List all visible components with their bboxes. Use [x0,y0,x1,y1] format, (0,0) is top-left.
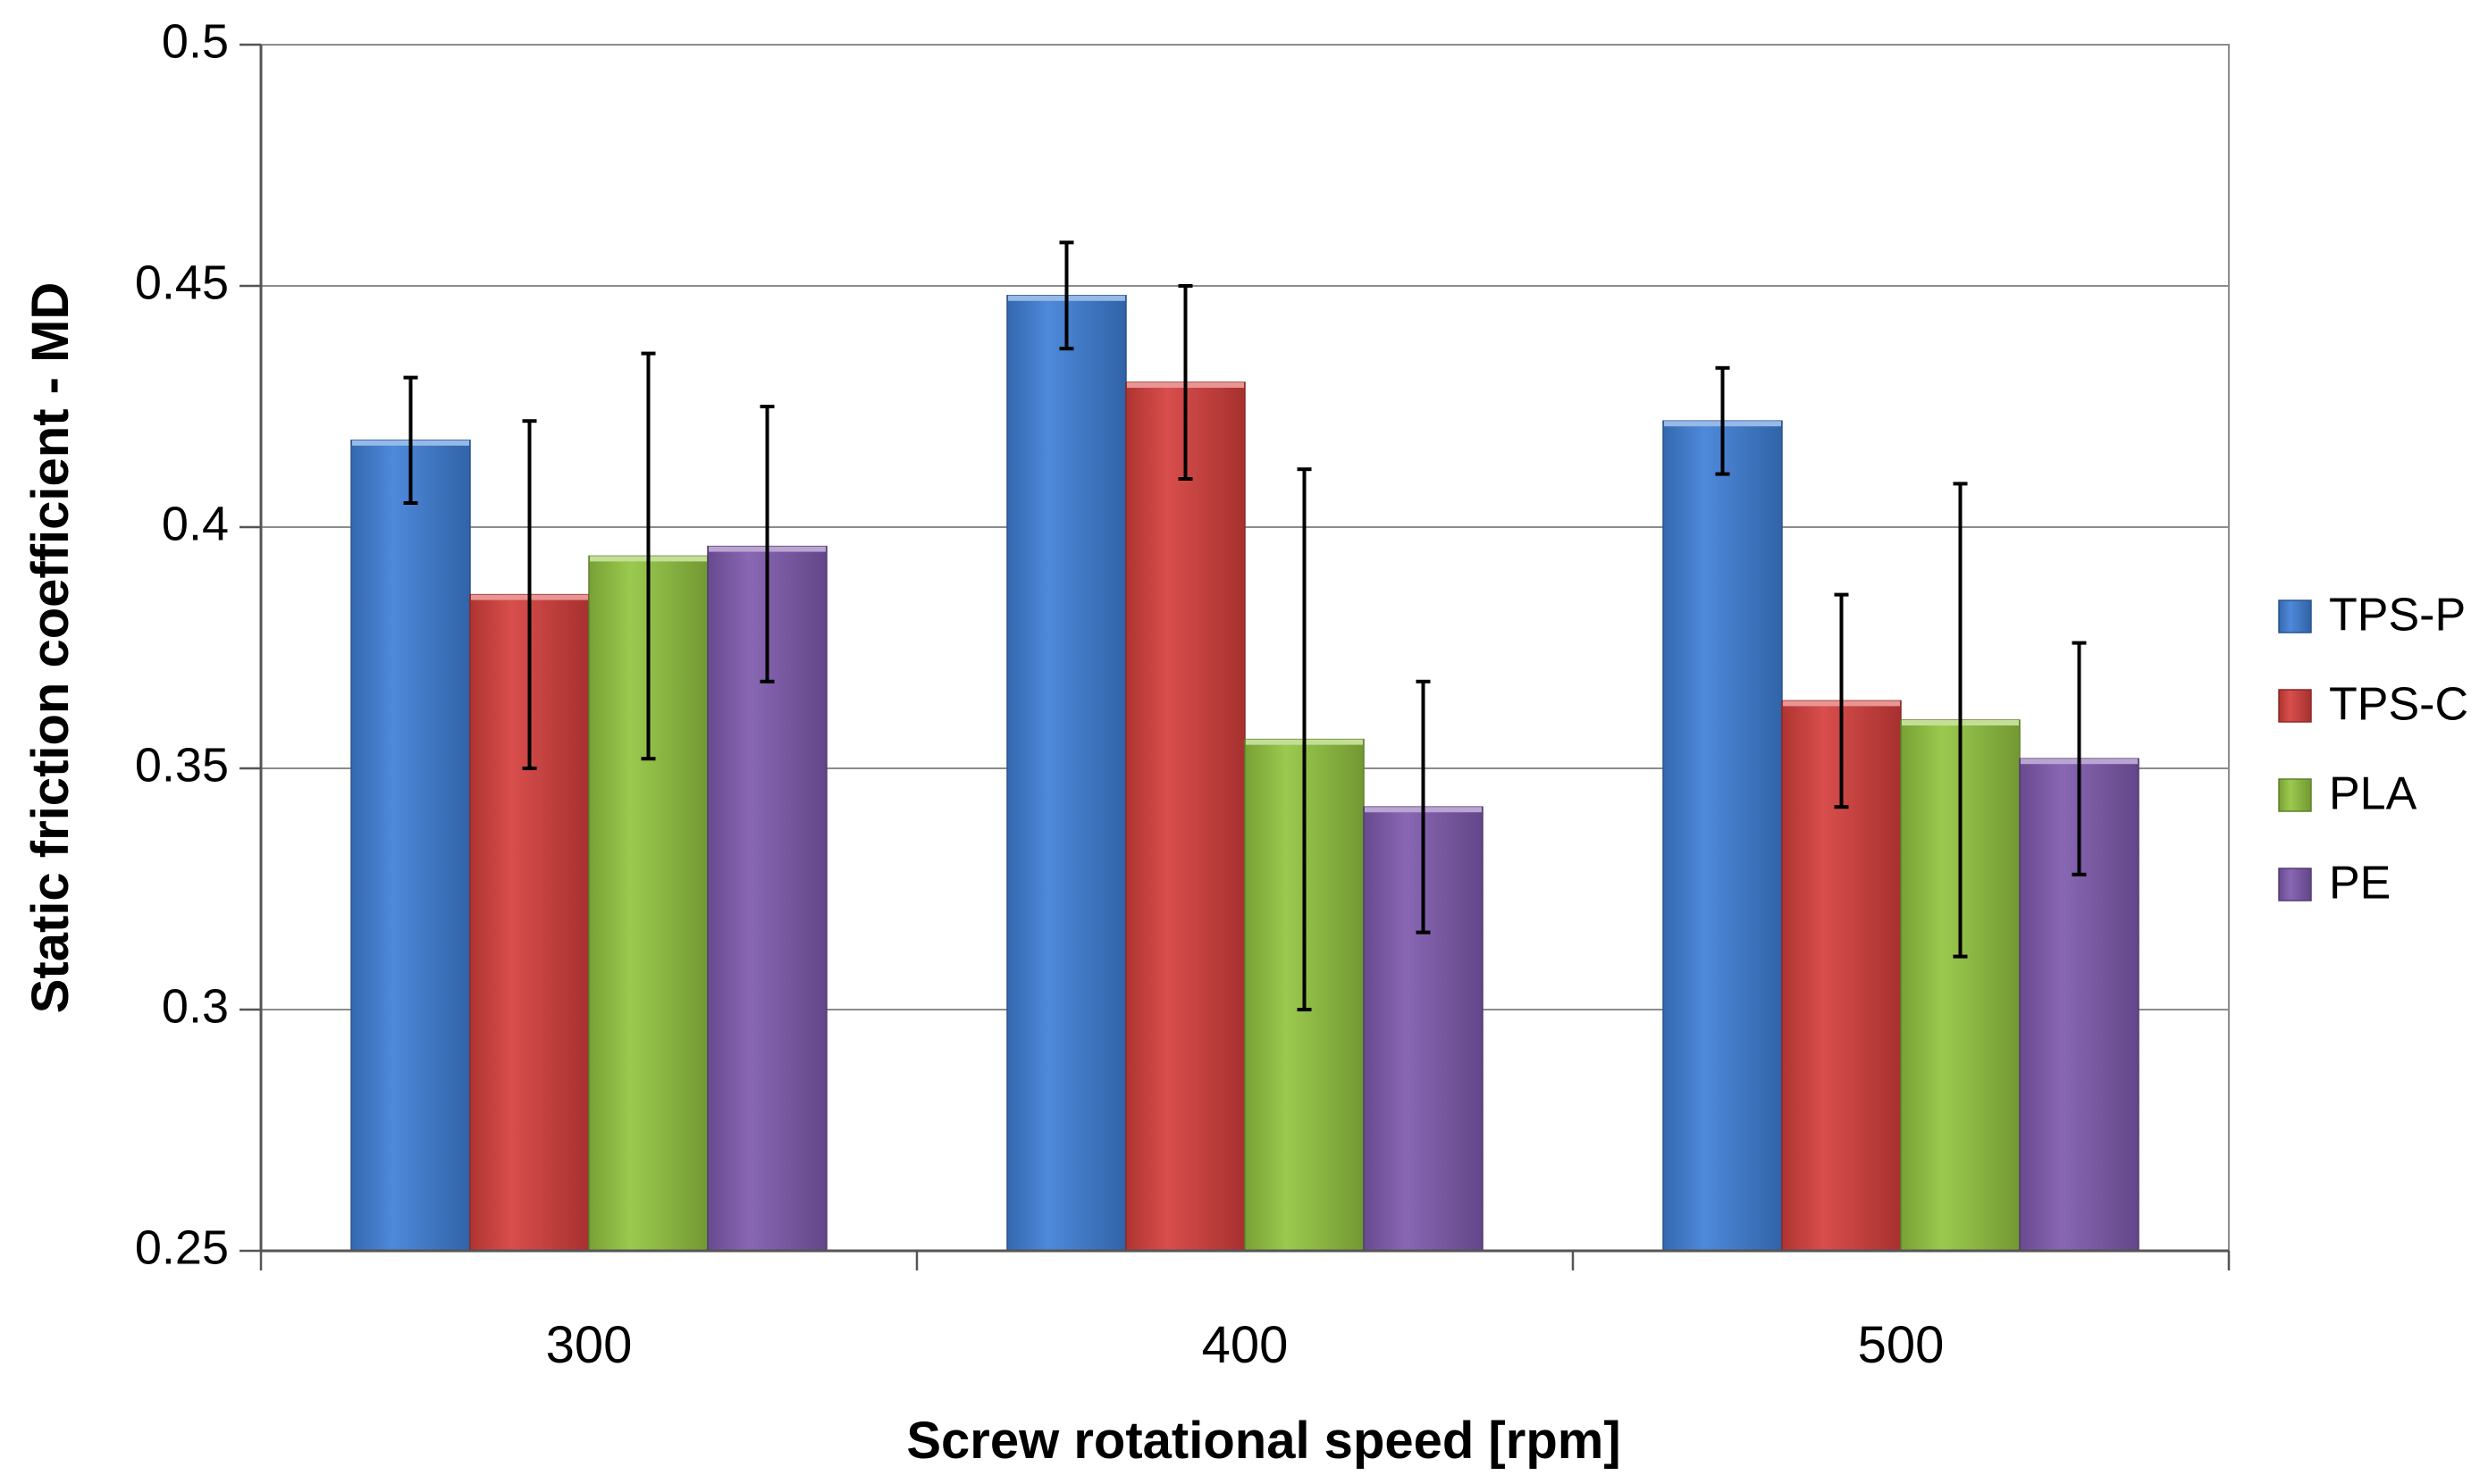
x-tick-label: 300 [546,1316,633,1374]
bar-tps-c-400 [1125,381,1246,1252]
legend-label-pe: PE [2329,858,2391,910]
x-tick-label: 400 [1202,1316,1289,1374]
legend: TPS-P TPS-C PLA PE [2278,590,2468,910]
axes [240,43,2231,1270]
error-bars [403,240,2087,1011]
y-tick-label: 0.5 [162,14,229,68]
bar-tps-p-400 [1006,295,1127,1252]
bar-tps-p-300 [350,440,471,1252]
legend-label-tps-p: TPS-P [2329,590,2466,641]
y-axis-title: Static friction coefficient - MD [21,282,80,1014]
legend-label-tps-c: TPS-C [2329,679,2468,731]
y-tick-label: 0.3 [162,979,229,1033]
legend-swatch-tps-c [2278,689,2312,723]
y-tick-label: 0.35 [135,738,229,792]
y-tick-labels: 0.25 0.3 0.35 0.4 0.45 0.5 [135,14,229,1274]
legend-label-pla: PLA [2329,768,2417,820]
x-axis-title: Screw rotational speed [rpm] [906,1412,1620,1470]
y-tick-label: 0.45 [135,256,229,309]
legend-swatch-tps-p [2278,599,2312,633]
legend-swatch-pe [2278,868,2312,901]
legend-swatch-pla [2278,778,2312,812]
y-tick-label: 0.4 [162,497,229,550]
bar-tps-p-500 [1662,420,1783,1252]
x-tick-labels: 300 400 500 [546,1316,1945,1374]
y-tick-label: 0.25 [135,1220,229,1274]
x-tick-label: 500 [1858,1316,1945,1374]
